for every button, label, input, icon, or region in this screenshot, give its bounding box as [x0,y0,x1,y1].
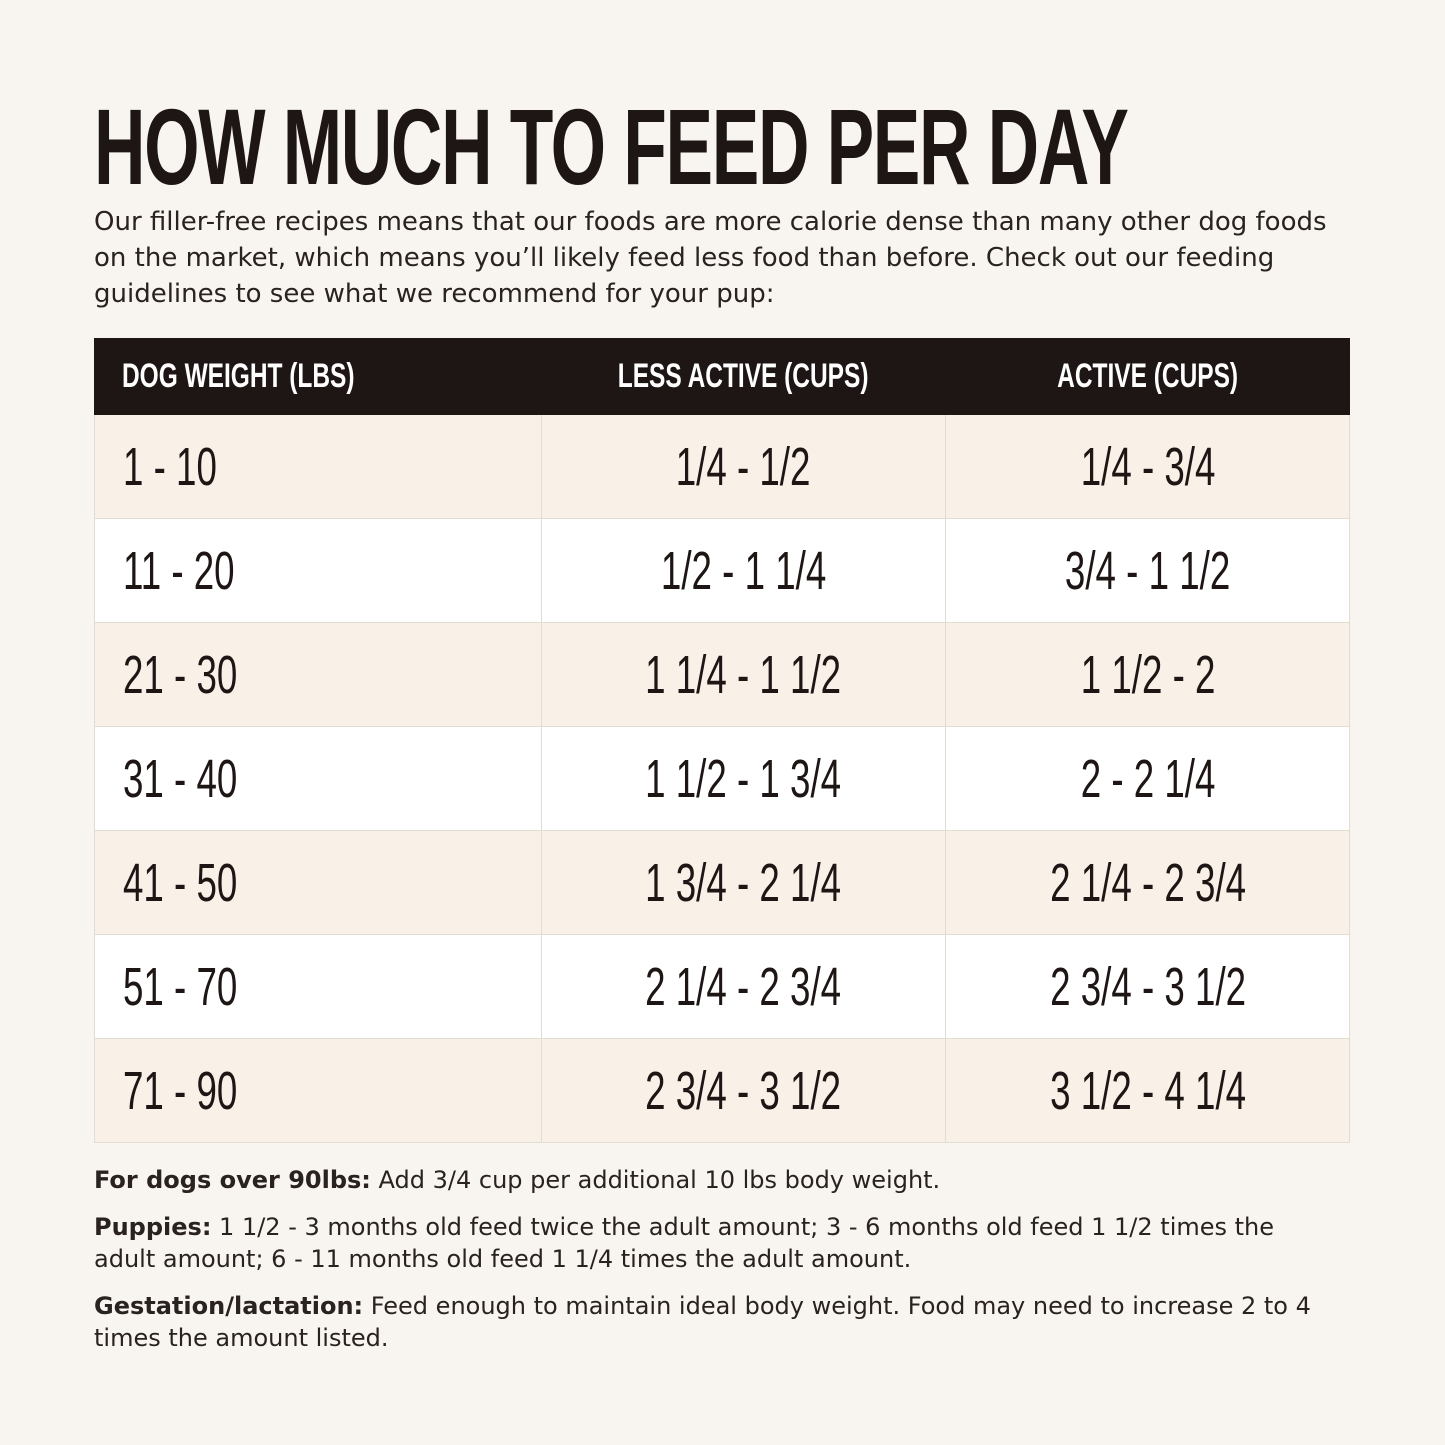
cell-less-active: 1/2 - 1 1/4 [540,519,946,622]
note-puppies: Puppies: 1 1/2 - 3 months old feed twice… [94,1211,1324,1275]
cell-less-active-text: 1 3/4 - 2 1/4 [645,852,842,913]
cell-less-active-text: 1 1/2 - 1 3/4 [645,748,842,809]
cell-less-active: 1 1/2 - 1 3/4 [540,727,946,830]
cell-less-active-text: 1/2 - 1 1/4 [660,540,827,601]
cell-active-text: 3/4 - 1 1/2 [1064,540,1231,601]
note-gestation: Gestation/lactation: Feed enough to main… [94,1290,1324,1354]
cell-active-text: 2 - 2 1/4 [1080,748,1216,809]
header-dog-weight: DOG WEIGHT (LBS) [122,357,355,395]
cell-active-text: 1 1/2 - 2 [1080,644,1216,705]
cell-dog-weight: 1 - 10 [95,415,541,518]
cell-active: 3 1/2 - 4 1/4 [945,1039,1349,1142]
cell-dog-weight-text: 71 - 90 [123,1060,238,1121]
cell-less-active-text: 2 1/4 - 2 3/4 [645,956,842,1017]
cell-dog-weight-text: 41 - 50 [123,852,238,913]
cell-dog-weight: 31 - 40 [95,727,541,830]
cell-dog-weight-text: 1 - 10 [123,436,217,497]
note-text: Feed enough to maintain ideal body weigh… [94,1292,1311,1352]
cell-less-active-text: 1 1/4 - 1 1/2 [645,644,842,705]
note-label: Gestation/lactation: [94,1292,364,1320]
note-label: Puppies: [94,1213,212,1241]
table-row: 41 - 50 1 3/4 - 2 1/4 2 1/4 - 2 3/4 [94,831,1350,935]
cell-dog-weight: 51 - 70 [95,935,541,1038]
cell-dog-weight: 21 - 30 [95,623,541,726]
cell-less-active: 1/4 - 1/2 [540,415,946,518]
cell-less-active: 1 3/4 - 2 1/4 [540,831,946,934]
note-label: For dogs over 90lbs: [94,1166,371,1194]
cell-dog-weight: 41 - 50 [95,831,541,934]
table-row: 21 - 30 1 1/4 - 1 1/2 1 1/2 - 2 [94,623,1350,727]
cell-active: 3/4 - 1 1/2 [945,519,1349,622]
note-text: 1 1/2 - 3 months old feed twice the adul… [94,1213,1275,1273]
cell-dog-weight: 11 - 20 [95,519,541,622]
feeding-table: DOG WEIGHT (LBS) LESS ACTIVE (CUPS) ACTI… [94,338,1350,1143]
cell-less-active-text: 1/4 - 1/2 [676,436,811,497]
cell-dog-weight-text: 21 - 30 [123,644,238,705]
notes: For dogs over 90lbs: Add 3/4 cup per add… [94,1164,1324,1369]
table-row: 1 - 10 1/4 - 1/2 1/4 - 3/4 [94,415,1350,519]
header-less-active: LESS ACTIVE (CUPS) [618,357,869,395]
cell-less-active: 1 1/4 - 1 1/2 [540,623,946,726]
cell-active: 2 - 2 1/4 [945,727,1349,830]
cell-active: 2 3/4 - 3 1/2 [945,935,1349,1038]
table-row: 51 - 70 2 1/4 - 2 3/4 2 3/4 - 3 1/2 [94,935,1350,1039]
cell-dog-weight-text: 31 - 40 [123,748,238,809]
table-header: DOG WEIGHT (LBS) LESS ACTIVE (CUPS) ACTI… [94,338,1350,415]
page-title: HOW MUCH TO FEED PER DAY [94,86,1129,207]
header-active: ACTIVE (CUPS) [1057,357,1239,395]
note-over-90: For dogs over 90lbs: Add 3/4 cup per add… [94,1164,1324,1196]
cell-active: 1/4 - 3/4 [945,415,1349,518]
cell-dog-weight: 71 - 90 [95,1039,541,1142]
cell-dog-weight-text: 51 - 70 [123,956,238,1017]
cell-dog-weight-text: 11 - 20 [123,540,235,601]
table-row: 11 - 20 1/2 - 1 1/4 3/4 - 1 1/2 [94,519,1350,623]
intro-paragraph: Our filler-free recipes means that our f… [94,207,1327,309]
cell-active-text: 1/4 - 3/4 [1080,436,1216,497]
cell-active-text: 2 3/4 - 3 1/2 [1049,956,1246,1017]
cell-less-active: 2 3/4 - 3 1/2 [540,1039,946,1142]
cell-active-text: 2 1/4 - 2 3/4 [1049,852,1246,913]
cell-active: 1 1/2 - 2 [945,623,1349,726]
cell-less-active: 2 1/4 - 2 3/4 [540,935,946,1038]
table-row: 71 - 90 2 3/4 - 3 1/2 3 1/2 - 4 1/4 [94,1039,1350,1143]
note-text: Add 3/4 cup per additional 10 lbs body w… [370,1166,941,1194]
cell-active: 2 1/4 - 2 3/4 [945,831,1349,934]
cell-active-text: 3 1/2 - 4 1/4 [1049,1060,1246,1121]
table-row: 31 - 40 1 1/2 - 1 3/4 2 - 2 1/4 [94,727,1350,831]
cell-less-active-text: 2 3/4 - 3 1/2 [645,1060,842,1121]
